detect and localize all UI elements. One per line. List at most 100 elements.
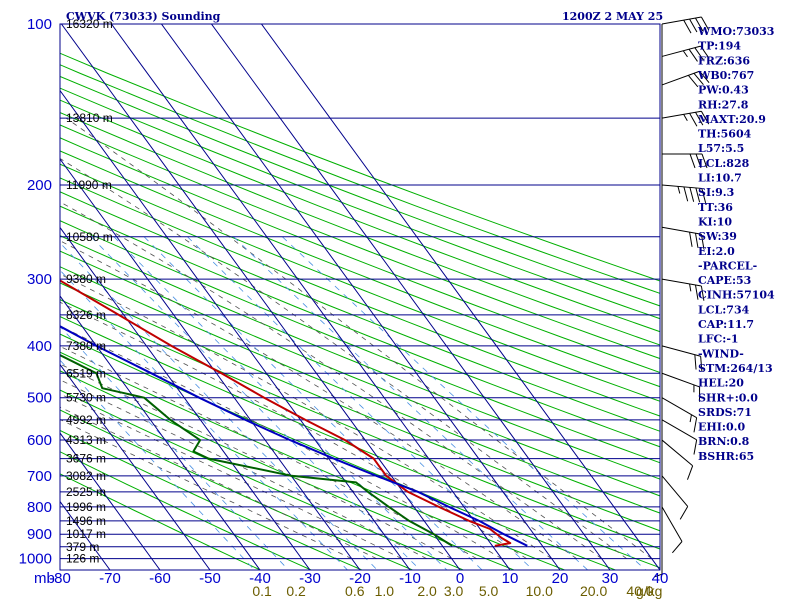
wind-barb — [661, 419, 698, 455]
index-value: TT:36 — [698, 201, 733, 214]
dry-adiabat — [60, 370, 515, 570]
index-value: LFC:-1 — [698, 333, 739, 346]
mixing-ratio-label: 5.0 — [479, 583, 499, 599]
dry-adiabat — [60, 235, 660, 480]
isotherm — [60, 363, 211, 570]
height-label: 7380 m — [66, 339, 106, 353]
temperature-tick-label: -10 — [399, 570, 421, 587]
height-label: 16320 m — [66, 17, 113, 31]
index-value: SI:9.3 — [698, 186, 734, 199]
pressure-tick-label: 700 — [27, 468, 52, 485]
mixing-ratio-line — [60, 269, 348, 570]
height-label: 2525 m — [66, 485, 106, 499]
index-value: -WIND- — [698, 347, 744, 360]
dry-adiabat — [60, 282, 660, 532]
dry-adiabat — [60, 451, 312, 570]
height-label: 9380 m — [66, 272, 106, 286]
isotherm — [60, 226, 311, 570]
height-label: 6519 m — [66, 366, 106, 380]
dry-adiabat — [60, 87, 660, 320]
index-value: L57:5.5 — [698, 142, 744, 155]
mixing-unit-label: g/kg — [636, 583, 662, 599]
temperature-tick-label: -30 — [299, 570, 321, 587]
index-value: WMO:73033 — [697, 25, 774, 38]
pressure-tick-label: 600 — [27, 432, 52, 449]
moist-adiabat — [60, 301, 527, 560]
pressure-tick-label: 300 — [27, 271, 52, 288]
mixing-ratio-label: 40.0 — [626, 583, 653, 599]
index-value: CINH:57104 — [698, 289, 775, 302]
wind-barb — [661, 345, 703, 372]
index-value: SRDS:71 — [698, 406, 752, 419]
height-label: 1017 m — [66, 527, 106, 541]
isotherm — [60, 89, 411, 570]
height-label: 3082 m — [66, 469, 106, 483]
height-label: 1496 m — [66, 514, 106, 528]
index-value: -PARCEL- — [698, 259, 757, 272]
height-label: 1996 m — [66, 500, 106, 514]
mixing-ratio-line — [60, 242, 378, 570]
dry-adiabat — [60, 473, 261, 570]
isotherm — [261, 24, 660, 570]
wind-barb — [661, 475, 689, 520]
index-value: HEL:20 — [698, 377, 744, 390]
isotherm — [60, 295, 261, 570]
mixing-ratio-label: 0.6 — [345, 583, 365, 599]
dry-adiabat — [60, 205, 660, 448]
dry-adiabat — [60, 111, 660, 346]
index-value: STM:264/13 — [698, 362, 773, 375]
dewpoint-trace — [60, 354, 453, 547]
dry-adiabat — [60, 137, 660, 374]
index-value: CAPE:53 — [698, 274, 751, 287]
index-value: SW:39 — [698, 230, 737, 243]
height-label: 5730 m — [66, 391, 106, 405]
index-value: LCL:734 — [698, 303, 750, 316]
wind-barb — [661, 278, 705, 301]
pressure-tick-label: 900 — [27, 526, 52, 543]
pressure-unit-label: mb — [34, 570, 55, 587]
observation-time: 1200Z 2 MAY 25 — [562, 10, 663, 23]
height-label: 11990 m — [66, 178, 112, 192]
height-label: 8326 m — [66, 308, 106, 322]
index-value: KI:10 — [698, 215, 732, 228]
moist-adiabat — [60, 419, 352, 560]
pressure-tick-label: 1000 — [19, 551, 52, 568]
height-label: 379 m — [66, 540, 99, 554]
index-value: LI:10.7 — [698, 172, 742, 185]
dry-adiabat — [60, 266, 660, 514]
mixing-ratio-label: 0.1 — [252, 583, 272, 599]
moist-adiabat — [60, 273, 552, 560]
temperature-tick-label: 20 — [552, 570, 569, 587]
mixing-ratio-label: 1.0 — [375, 583, 395, 599]
dry-adiabat — [60, 220, 660, 464]
index-value: PW:0.43 — [698, 84, 749, 97]
wind-barbs — [654, 16, 710, 578]
index-value: CAP:11.7 — [698, 318, 754, 331]
dry-adiabat — [60, 351, 565, 570]
temperature-tick-label: -60 — [149, 570, 171, 587]
parcel-trace — [60, 325, 528, 547]
temperature-trace — [60, 279, 512, 547]
wind-barb — [661, 45, 710, 62]
dry-adiabat — [60, 409, 413, 570]
wind-barb — [662, 153, 708, 169]
index-value: EI:2.0 — [698, 245, 735, 258]
isotherm — [161, 24, 561, 570]
mixing-ratio-line — [90, 236, 421, 570]
moist-adiabat — [60, 393, 402, 560]
mixing-ratio-label: 2.0 — [417, 583, 437, 599]
wind-barb — [661, 16, 710, 34]
pressure-tick-label: 100 — [27, 16, 52, 33]
height-label: 13810 m — [66, 111, 113, 125]
pressure-tick-label: 400 — [27, 338, 52, 355]
temperature-tick-label: 40 — [652, 570, 669, 587]
wind-barb — [661, 110, 710, 127]
temperature-tick-label: -40 — [249, 570, 271, 587]
pressure-tick-label: 200 — [27, 177, 52, 194]
wind-barb — [661, 506, 683, 554]
height-label: 3676 m — [66, 452, 106, 466]
dry-adiabat — [60, 64, 660, 294]
pressure-tick-label: 800 — [27, 499, 52, 516]
